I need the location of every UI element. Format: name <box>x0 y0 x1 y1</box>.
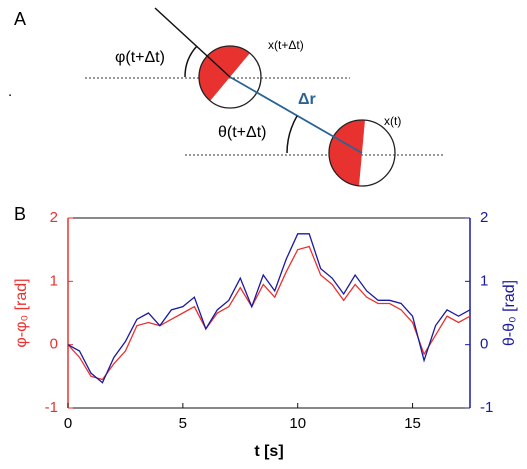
y-tick-label: -1 <box>45 399 58 416</box>
dot: . <box>8 83 12 100</box>
particle-half <box>328 119 365 186</box>
diagram: A . φ(t+Δt) x(t+Δt) Δr θ(t+Δt) x(t) <box>8 7 445 187</box>
y2-tick-label: 0 <box>480 336 488 353</box>
y2-axis-title: θ-θ₀ [rad] <box>501 280 518 346</box>
x-tick-label: 15 <box>404 415 421 432</box>
y-tick-label: 2 <box>50 209 58 226</box>
displacement <box>229 76 363 154</box>
x-label: x(t) <box>384 114 401 128</box>
y-tick-label: 0 <box>50 336 58 353</box>
angle-arc <box>286 115 298 154</box>
y-tick-label: 1 <box>50 272 58 289</box>
dr-label: Δr <box>298 91 316 108</box>
particle-half <box>198 45 250 101</box>
y2-tick-label: -1 <box>480 399 493 416</box>
series-line <box>67 233 471 384</box>
x-axis-title: t [s] <box>254 443 283 460</box>
x-tick-label: 0 <box>64 415 72 432</box>
orientation-line <box>154 7 231 78</box>
y2-tick-label: 1 <box>480 272 488 289</box>
particle <box>328 119 396 187</box>
y-axis-title: φ-φ₀ [rad] <box>13 278 30 347</box>
x-tick-label: 5 <box>179 415 187 432</box>
particle <box>198 45 262 109</box>
angle-arc <box>184 45 198 78</box>
panel-label: B <box>14 204 26 224</box>
x-next-label: x(t+Δt) <box>268 38 304 52</box>
panel-label: A <box>14 9 26 29</box>
series-line <box>67 245 471 381</box>
y2-tick-label: 2 <box>480 209 488 226</box>
theta-label: θ(t+Δt) <box>218 124 266 141</box>
x-tick-label: 10 <box>289 415 306 432</box>
phi-label: φ(t+Δt) <box>115 49 165 66</box>
